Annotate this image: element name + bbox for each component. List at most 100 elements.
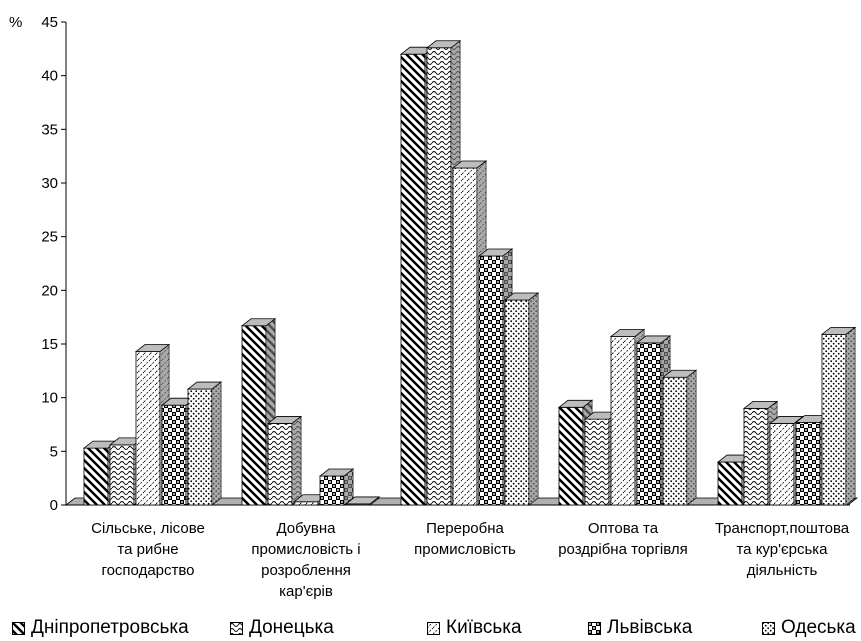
bar-top [503, 292, 540, 301]
bar-top [609, 329, 646, 337]
x-category-label: Сільське, лісове та рибне господарство [91, 520, 205, 579]
legend-swatch-fill [427, 621, 440, 635]
bar-front [478, 255, 504, 506]
bar-front [452, 167, 478, 506]
bar-top [344, 496, 381, 505]
x-category-label-line: Сільське, лісове [91, 520, 205, 537]
bar-top [635, 335, 672, 344]
bar-front [717, 461, 743, 506]
legend-swatch [230, 621, 243, 635]
legend-item: Львівська [588, 617, 692, 639]
y-axis-label: % [9, 14, 22, 31]
bar-front [821, 333, 847, 506]
legend-swatch-fill [230, 621, 243, 635]
bar-front [241, 325, 267, 506]
y-tick-label: 0 [50, 497, 58, 514]
bar-front [161, 404, 187, 506]
bar-front [319, 475, 345, 506]
x-category-label-line: діяльність [747, 562, 818, 579]
bar-side-pattern [529, 292, 538, 505]
x-category-label-line: промисловість [414, 541, 516, 558]
bar-top [557, 399, 594, 408]
y-tick-label: 35 [41, 121, 58, 138]
chart-canvas: 0 5 10 15 20 25 30 35 40 45% Сільське, лісове та ри… [9, 14, 859, 600]
legend-label: Київська [446, 617, 522, 638]
bar-top [318, 468, 355, 477]
bar-front [267, 423, 293, 506]
bar-front [426, 47, 452, 506]
legend-swatch-fill [588, 621, 601, 635]
bar-front [109, 444, 135, 506]
bar-front [293, 501, 319, 506]
legend-item: Київська [427, 617, 522, 639]
bar-top [477, 248, 514, 257]
x-category-label: Транспорт,поштова та кур'єрська діяльність [715, 520, 850, 579]
bar-front [187, 388, 213, 506]
y-tick-label: 10 [41, 390, 58, 407]
bar-front [83, 447, 109, 506]
bar-top [451, 160, 488, 169]
bar-front [769, 423, 795, 506]
x-category-label-line: Добувна [276, 520, 336, 537]
bar-top [240, 318, 277, 327]
legend-swatch-fill [12, 621, 25, 635]
y-tick-label: 25 [41, 229, 58, 246]
legend-swatch-fill [762, 621, 775, 635]
x-category-label-line: та рибне [117, 541, 178, 558]
bar [635, 335, 672, 506]
bar [240, 317, 277, 506]
bar-top [134, 344, 171, 352]
bar-front [795, 421, 821, 506]
bar-top [425, 40, 462, 49]
legend-swatch [427, 621, 440, 635]
y-tick-label: 5 [50, 443, 58, 460]
x-category-label-line: Оптова та [588, 520, 659, 537]
legend-label: Львівська [607, 617, 693, 638]
y-tick-label: 30 [41, 175, 58, 192]
x-category-label-line: Транспорт,поштова [715, 520, 850, 537]
bar-front [610, 336, 636, 506]
bar-front [558, 406, 584, 506]
y-tick-label: 40 [41, 68, 58, 85]
legend-label: Донецька [249, 617, 334, 638]
bar-front [584, 418, 610, 506]
legend-swatch [762, 621, 775, 635]
x-category-label-line: роздрібна торгівля [558, 541, 688, 558]
bar-side-pattern [292, 416, 301, 505]
bar-top [820, 326, 857, 335]
y-tick-label: 45 [41, 14, 58, 31]
chart-legend: Дніпропетровська Донецька Київська Львівськ… [0, 617, 861, 641]
legend-item: Одеська [762, 617, 856, 639]
legend-item: Донецька [230, 617, 334, 639]
bar [820, 326, 857, 506]
x-category-label: Добувна промисловість і розроблення кар'єрі… [251, 520, 360, 600]
bar-top [266, 416, 303, 424]
bar-top [661, 369, 698, 378]
x-category-label: Оптова та роздрібна торгівля [558, 520, 688, 558]
legend-label: Дніпропетровська [31, 617, 189, 638]
legend-swatch [588, 621, 601, 635]
bar [266, 415, 303, 506]
bar-top [742, 400, 779, 409]
bar [186, 381, 223, 506]
bar-top [186, 381, 223, 390]
bar-side-pattern [344, 469, 353, 505]
bar [661, 369, 698, 506]
x-category-label-line: кар'єрів [279, 583, 333, 600]
x-category-label-line: та кур'єрська [736, 541, 828, 558]
legend-item: Дніпропетровська [12, 617, 189, 639]
bar [503, 292, 540, 506]
bar-front [662, 376, 688, 506]
x-category-label-line: розроблення [261, 562, 351, 579]
bar-front [743, 407, 769, 506]
legend-label: Одеська [781, 617, 856, 638]
y-tick-label: 20 [41, 282, 58, 299]
x-category-label-line: Переробна [426, 520, 504, 537]
y-tick-label: 15 [41, 336, 58, 353]
bar [344, 496, 381, 506]
bar-front [400, 53, 426, 506]
legend-swatch [12, 621, 25, 635]
x-category-label-line: господарство [101, 562, 194, 579]
bar [318, 468, 355, 506]
bar-front [135, 351, 161, 506]
